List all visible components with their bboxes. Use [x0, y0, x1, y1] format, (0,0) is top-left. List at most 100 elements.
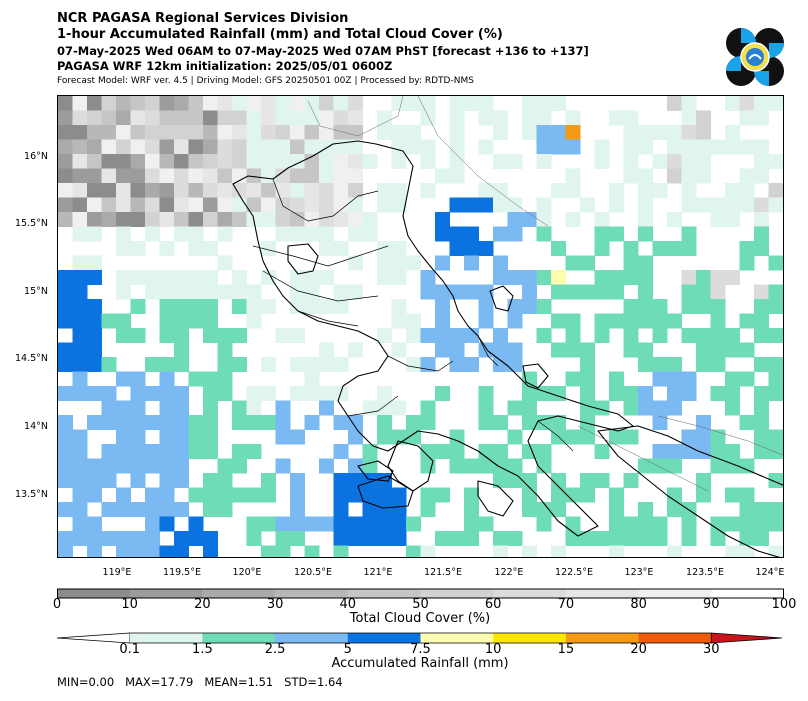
map-grid-cell [290, 270, 305, 285]
map-grid-cell [130, 96, 146, 111]
map-grid-cell [493, 255, 508, 271]
map-grid-cell [348, 255, 363, 271]
map-grid-cell [290, 183, 305, 198]
map-grid-cell [580, 429, 595, 445]
map-grid-cell [188, 415, 204, 430]
map-grid-cell [72, 473, 88, 488]
map-grid-cell [174, 154, 189, 169]
map-model-info: Forecast Model: WRF ver. 4.5 | Driving M… [57, 76, 474, 86]
map-grid-cell [58, 110, 73, 126]
map-grid-cell [391, 183, 407, 198]
map-grid-cell [696, 415, 711, 430]
map-grid-cell [391, 125, 407, 140]
map-grid-cell [188, 270, 204, 285]
cloud-colorbar-tick: 60 [484, 597, 502, 612]
map-grid-cell [188, 110, 204, 126]
map-grid-cell [391, 197, 407, 213]
map-grid-cell [696, 139, 711, 155]
map-grid-cell [159, 545, 175, 557]
map-grid-cell [507, 473, 523, 488]
map-grid-cell [725, 197, 740, 213]
map-grid-cell [58, 183, 73, 198]
map-grid-cell [101, 386, 117, 401]
map-grid-cell [145, 226, 160, 242]
map-grid-cell [188, 125, 204, 140]
map-grid-cell [159, 270, 175, 285]
map-grid-cell [217, 284, 233, 300]
map-grid-cell [710, 444, 726, 459]
map-grid-cell [304, 168, 320, 184]
rain-colorbar-segment [638, 633, 712, 643]
map-grid-cell [116, 284, 131, 300]
map-grid-cell [754, 154, 769, 169]
coastline [477, 480, 514, 517]
map-grid-cell [319, 270, 334, 285]
map-grid-cell [275, 545, 291, 557]
map-grid-cell [507, 531, 523, 546]
map-grid-cell [101, 473, 117, 488]
map-grid-cell [130, 168, 146, 184]
map-grid-cell [58, 96, 73, 111]
map-grid-cell [696, 357, 711, 372]
map-grid-cell [536, 96, 552, 111]
rainfall-statistics: MIN=0.00 MAX=17.79 MEAN=1.51 STD=1.64 [57, 675, 343, 689]
coastline [357, 460, 394, 482]
map-grid-cell [478, 313, 494, 329]
map-grid-cell [696, 284, 711, 300]
map-grid-cell [536, 197, 552, 213]
map-grid-cell [725, 342, 740, 358]
map-grid-cell [159, 516, 175, 532]
map-grid-cell [406, 516, 421, 532]
map-grid-cell [232, 96, 247, 111]
map-grid-cell [58, 545, 73, 557]
map-grid-cell [609, 487, 624, 503]
map-grid-cell [609, 516, 624, 532]
map-grid-cell [333, 125, 349, 140]
map-grid-cell [203, 270, 218, 285]
map-grid-cell [362, 487, 378, 503]
map-grid-cell [464, 487, 479, 503]
map-grid-cell [188, 168, 204, 184]
map-grid-cell [536, 444, 552, 459]
map-grid-cell [348, 212, 363, 227]
map-grid-cell [623, 386, 639, 401]
map-grid-cell [217, 183, 233, 198]
map-grid-cell [203, 502, 218, 517]
map-grid-cell [130, 154, 146, 169]
map-grid-cell [232, 487, 247, 503]
map-grid-cell [449, 458, 465, 474]
map-grid-cell [333, 545, 349, 557]
map-grid-cell [275, 415, 291, 430]
map-grid-cell [188, 516, 204, 532]
map-grid-cell [536, 212, 552, 227]
map-grid-cell [217, 255, 233, 271]
map-grid-cell [217, 502, 233, 517]
map-grid-cell [377, 516, 392, 532]
map-grid-cell [522, 545, 537, 557]
map-grid-cell [319, 400, 334, 416]
map-grid-cell [246, 183, 262, 198]
map-grid-cell [522, 487, 537, 503]
map-grid-cell [580, 342, 595, 358]
longitude-label: 119.5°E [163, 567, 201, 578]
map-grid-cell [464, 284, 479, 300]
map-grid-cell [246, 313, 262, 329]
province-boundary [387, 355, 454, 372]
map-grid-cell [130, 444, 146, 459]
map-grid-cell [464, 502, 479, 517]
map-grid-cell [72, 531, 88, 546]
map-grid-cell [130, 473, 146, 488]
map-grid-cell [638, 255, 653, 271]
map-grid-cell [478, 415, 494, 430]
map-grid-cell [87, 212, 102, 227]
map-grid-cell [304, 226, 320, 242]
map-grid-cell [130, 125, 146, 140]
map-grid-cell [696, 168, 711, 184]
map-grid-cell [188, 197, 204, 213]
map-grid-cell [101, 110, 117, 126]
map-grid-cell [72, 212, 88, 227]
map-grid-cell [319, 197, 334, 213]
map-grid-cell [290, 473, 305, 488]
map-grid-cell [594, 241, 610, 256]
map-grid-cell [232, 168, 247, 184]
